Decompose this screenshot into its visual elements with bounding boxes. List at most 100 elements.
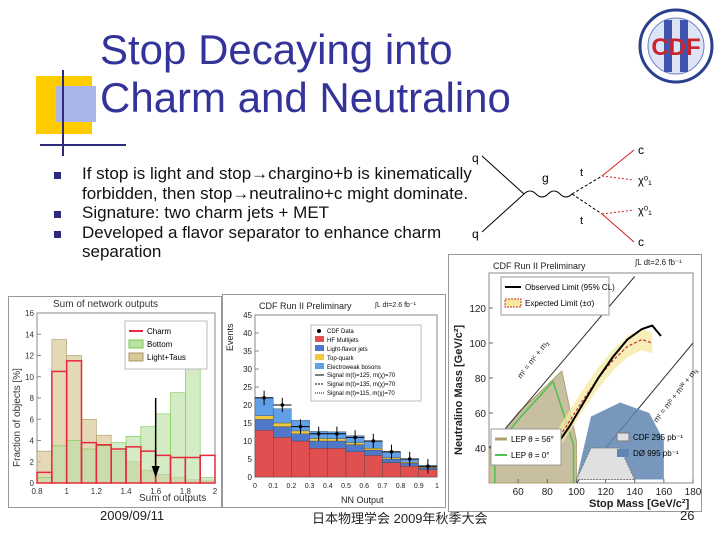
chart2-legend-label: CDF Data <box>327 329 354 335</box>
chart1-bar-bottom <box>96 445 112 484</box>
bullet-text: If stop is light and stop→chargino+b is … <box>82 164 472 203</box>
chart2-stack-bar-light-flavor-jets <box>364 449 383 456</box>
footer-page-number: 26 <box>680 508 695 523</box>
chart3-x-tick-label: 80 <box>542 487 554 498</box>
chart2-y-tick-label: 20 <box>243 401 252 410</box>
chart2-stack-bar-hf-multijets <box>345 451 365 478</box>
chart2-stack-bar-light-flavor-jets <box>291 433 310 442</box>
diagram-label: χ⁰₁ <box>638 205 652 217</box>
chart2-title: CDF Run II Preliminary <box>259 301 352 311</box>
chart3-legend-cdf295-swatch <box>616 432 630 442</box>
chart3-legend-box <box>500 276 610 316</box>
chart-nn-output: CDF Run II Preliminary ∫L dt=2.6 fb⁻¹ NN… <box>222 294 446 508</box>
chart2-xlabel: NN Output <box>341 495 384 505</box>
diagram-label: c <box>638 235 644 249</box>
cdf-logo: CDF <box>638 8 714 84</box>
diagram-gluon <box>523 190 573 198</box>
chart2-stack-bar-hf-multijets <box>400 466 419 478</box>
chart1-y-tick-label: 14 <box>25 330 34 339</box>
chart1-y-tick-label: 10 <box>25 373 34 382</box>
chart3-x-tick-label: 120 <box>597 487 614 498</box>
chart1-bar-bottom <box>125 435 142 484</box>
chart3-legend-label: Observed Limit (95% CL) <box>525 283 615 292</box>
chart2-y-tick-label: 5 <box>248 455 253 464</box>
chart-sum-network-outputs: Sum of network outputs Sum of outputs Fr… <box>8 296 222 508</box>
chart1-cut-arrowhead-icon <box>151 466 160 478</box>
bullet-list: If stop is light and stop→chargino+b is … <box>54 164 474 262</box>
chart2-x-tick-label: 0.8 <box>396 483 406 490</box>
bullet-square-icon <box>54 172 61 179</box>
chart1-bar-bottom <box>51 445 67 484</box>
chart1-x-tick-label: 1 <box>64 487 69 496</box>
chart3-legend-other: CDF 295 pb⁻¹ DØ 995 pb⁻¹ <box>616 432 683 458</box>
chart1-bar-bottom <box>81 448 97 484</box>
chart3-x-tick-label: 100 <box>568 487 585 498</box>
chart3-x-tick-label: 140 <box>626 487 643 498</box>
chart3-xlabel: Stop Mass [GeV/c²] <box>589 498 690 510</box>
chart1-y-tick-label: 8 <box>30 394 35 403</box>
diagram-neutralino-bottom <box>601 209 635 215</box>
chart2-stack-bar-light-flavor-jets <box>254 419 274 431</box>
chart2-stack-bar-hf-multijets <box>309 448 328 478</box>
chart2-x-tick-label: 0.5 <box>341 483 351 490</box>
chart2-data-point <box>371 439 376 443</box>
chart1-x-tick-label: 1.6 <box>150 487 162 496</box>
chart1-bar-charm <box>65 360 83 484</box>
chart2-x-tick-label: 0.6 <box>359 483 369 490</box>
chart2-data-point <box>353 435 357 440</box>
chart2-stack-bar-light-flavor-jets <box>327 440 347 449</box>
chart1-bar-bottom <box>66 440 82 484</box>
chart2-legend-lf-swatch <box>315 345 324 351</box>
bullet-text: Signature: two charm jets + MET <box>82 203 330 222</box>
chart1-legend-bottom-swatch <box>128 339 144 349</box>
chart2-ylabel: Events <box>225 323 235 351</box>
chart3-ylabel: Neutralino Mass [GeV/c²] <box>453 324 465 455</box>
chart3-legend-label: LEP θ = 0° <box>511 451 549 460</box>
chart1-y-tick-label: 16 <box>25 309 34 318</box>
chart3-y-tick-label: 100 <box>469 339 486 350</box>
chart2-legend-label: Signal m(t)=125, m(χ)=70 <box>327 373 396 379</box>
chart2-y-tick-label: 30 <box>243 365 252 374</box>
chart2-x-tick-label: 0.3 <box>305 483 315 490</box>
chart2-stack-bar-light-flavor-jets <box>345 444 365 452</box>
title-decoration-horizontal-line <box>40 144 126 146</box>
bullet-item: Signature: two charm jets + MET <box>54 203 474 223</box>
chart2-x-tick-label: 0.9 <box>414 483 424 490</box>
diagram-label: q <box>472 151 479 165</box>
chart3-legend-label: CDF 295 pb⁻¹ <box>633 433 683 442</box>
chart3-y-tick-label: 80 <box>475 374 487 385</box>
diagram-stop-top <box>571 175 603 195</box>
chart2-legend-label: Signal m(t)=135, m(χ)=70 <box>327 382 396 388</box>
chart2-legend-label: Electroweak bosons <box>327 365 381 371</box>
footer-center-text: 日本物理学会 2009年秋季大会 <box>312 511 488 526</box>
chart2-legend-top-swatch <box>315 354 324 360</box>
chart3-title: CDF Run II Preliminary <box>493 261 586 271</box>
chart2-y-tick-label: 10 <box>243 437 252 446</box>
chart1-x-tick-label: 1.4 <box>120 487 132 496</box>
chart1-xlabel: Sum of outputs <box>139 493 206 504</box>
chart1-x-tick-label: 0.8 <box>31 487 43 496</box>
chart-exclusion-limits: CDF Run II Preliminary ∫L dt=2.6 fb⁻¹ St… <box>448 254 702 512</box>
chart2-y-tick-label: 45 <box>243 311 252 320</box>
chart3-observed-line <box>553 324 662 449</box>
chart2-stack-bar-hf-multijets <box>327 448 347 478</box>
diagram-label: t <box>580 215 583 227</box>
chart1-y-tick-label: 0 <box>30 479 35 488</box>
chart2-stack-bar-top-quark <box>364 448 383 451</box>
diagram-line-quark-in-bottom <box>481 193 525 233</box>
chart3-legend: Observed Limit (95% CL) Expected Limit (… <box>500 276 615 316</box>
chart1-bar-bottom <box>155 413 171 484</box>
chart1-y-tick-label: 6 <box>30 415 35 424</box>
chart2-legend-label: Signal m(t)=115, m(χ)=70 <box>327 391 395 397</box>
chart3-legend-label: LEP θ = 56° <box>511 435 554 444</box>
bullet-item: Developed a flavor separator to enhance … <box>54 223 474 262</box>
chart2-x-tick-label: 0.7 <box>378 483 388 490</box>
chart3-kinematic-line-1 <box>488 276 636 449</box>
chart3-legend-d0-swatch <box>617 449 629 457</box>
bullet-text: Developed a flavor separator to enhance … <box>82 222 442 262</box>
title-line-2: Charm and Neutralino <box>100 74 511 121</box>
chart1-legend-label: Bottom <box>147 340 173 349</box>
chart2-data-point <box>426 464 430 468</box>
chart2-x-tick-label: 1 <box>435 483 439 490</box>
logo-bar-left <box>664 20 672 72</box>
